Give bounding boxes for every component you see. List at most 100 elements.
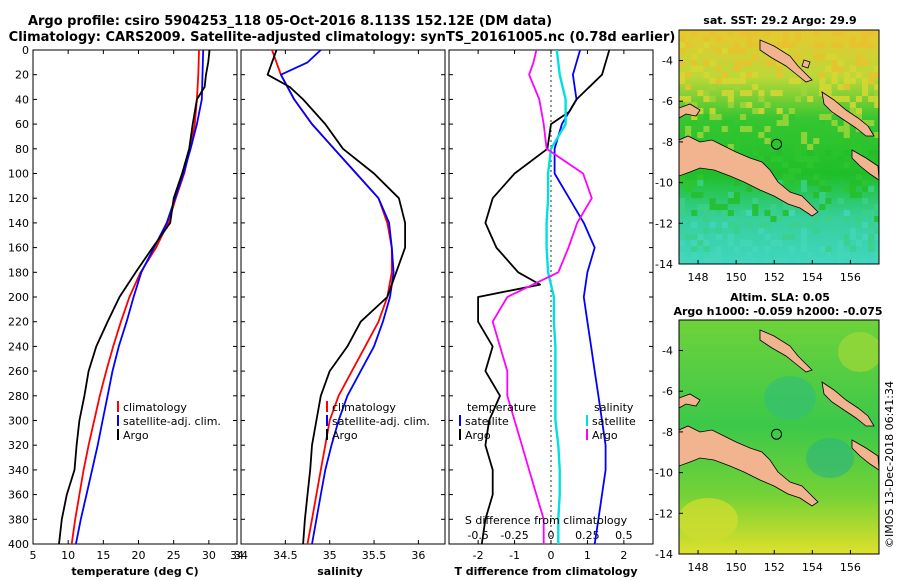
sst-cell — [746, 252, 753, 258]
sst-cell — [874, 84, 879, 90]
sst-cell — [715, 114, 722, 120]
sst-cell — [831, 96, 838, 102]
sst-cell — [813, 156, 820, 162]
sst-cell — [807, 96, 814, 102]
y-tick-label: 180 — [8, 266, 29, 279]
sst-cell — [752, 42, 759, 48]
legend-label-satellite: satellite-adj. clim. — [332, 415, 430, 428]
sst-cell — [782, 180, 789, 186]
sst-cell — [788, 234, 795, 240]
sst-cell — [770, 216, 777, 222]
sst-cell — [679, 174, 686, 180]
sst-cell — [819, 180, 826, 186]
land-new-ireland — [759, 329, 813, 373]
sst-cell — [843, 234, 850, 240]
sst-cell — [721, 222, 728, 228]
sst-cell — [746, 222, 753, 228]
sst-cell — [801, 84, 808, 90]
sst-cell — [703, 210, 710, 216]
sst-cell — [843, 240, 850, 246]
sst-cell — [721, 78, 728, 84]
temperature-lines — [58, 50, 211, 544]
lon-tick-label: 154 — [802, 271, 823, 284]
sst-cell — [874, 258, 879, 264]
lat-tick-label: -14 — [655, 548, 673, 561]
sst-cell — [727, 210, 734, 216]
sst-cell — [855, 222, 862, 228]
sst-cell — [788, 210, 795, 216]
sst-cell — [703, 126, 710, 132]
sst-cell — [703, 246, 710, 252]
sst-cell — [733, 84, 740, 90]
sst-cell — [801, 246, 808, 252]
sst-cell — [740, 114, 747, 120]
x-tick-label: 34 — [234, 549, 248, 562]
sst-cell — [685, 72, 692, 78]
sst-cell — [697, 174, 704, 180]
sst-cell — [752, 72, 759, 78]
sst-map-lon-ticks: 148 150 152 154 156 — [688, 260, 861, 284]
sst-cell — [825, 186, 832, 192]
sst-cell — [733, 42, 740, 48]
sst-cell — [849, 108, 856, 114]
sst-cell — [819, 54, 826, 60]
lon-tick-label: 156 — [840, 271, 861, 284]
sst-cell — [794, 36, 801, 42]
y-tick-label: 200 — [8, 291, 29, 304]
sst-cell — [715, 48, 722, 54]
sst-cell — [837, 42, 844, 48]
sst-cell — [862, 30, 869, 36]
sst-cell — [794, 222, 801, 228]
sst-cell — [715, 78, 722, 84]
sst-cell — [843, 126, 850, 132]
sst-cell — [691, 120, 698, 126]
sst-cell — [831, 30, 838, 36]
sst-cell — [874, 96, 879, 102]
sst-cell — [862, 78, 869, 84]
sst-cell — [776, 258, 783, 264]
legend-label-t-argo: Argo — [465, 429, 491, 442]
sst-cell — [813, 126, 820, 132]
sst-cell — [825, 198, 832, 204]
salinity-x-ticks: 34 34.5 35 35.5 36 — [234, 50, 425, 562]
t-argo-line — [477, 50, 611, 544]
sst-cell — [709, 252, 716, 258]
sst-cell — [691, 246, 698, 252]
sst-cell — [801, 132, 808, 138]
sst-cell — [862, 84, 869, 90]
sst-cell — [733, 228, 740, 234]
sst-cell — [776, 108, 783, 114]
y-tick-label: 260 — [8, 365, 29, 378]
sst-cell — [849, 258, 856, 264]
sst-cell — [776, 120, 783, 126]
sst-cell — [758, 156, 765, 162]
sst-cell — [764, 246, 771, 252]
sst-cell — [855, 240, 862, 246]
sst-cell — [801, 156, 808, 162]
sst-cell — [721, 132, 728, 138]
sst-cell — [733, 78, 740, 84]
sst-cell — [874, 66, 879, 72]
sst-cell — [801, 186, 808, 192]
sst-cell — [685, 132, 692, 138]
sla-map-lat-ticks: -4 -6 -8 -10 -12 -14 — [655, 345, 683, 561]
sst-cell — [746, 210, 753, 216]
sst-cell — [868, 210, 875, 216]
legend-label-argo: Argo — [332, 429, 358, 442]
sst-cell — [764, 138, 771, 144]
sst-cell — [679, 198, 686, 204]
sla-map-subtitle: Argo h1000: -0.059 h2000: -0.075 — [673, 305, 882, 318]
sst-cell — [788, 114, 795, 120]
sst-cell — [862, 42, 869, 48]
sst-cell — [825, 114, 832, 120]
satellite-adj-clim--line — [75, 50, 205, 544]
sst-cell — [837, 60, 844, 66]
sst-cell — [733, 138, 740, 144]
s-argo-line — [491, 50, 593, 544]
sst-cell — [874, 132, 879, 138]
legend-title-salinity: salinity — [594, 401, 634, 414]
sst-cell — [782, 30, 789, 36]
sst-cell — [794, 138, 801, 144]
sst-cell — [733, 246, 740, 252]
sst-cell — [703, 72, 710, 78]
